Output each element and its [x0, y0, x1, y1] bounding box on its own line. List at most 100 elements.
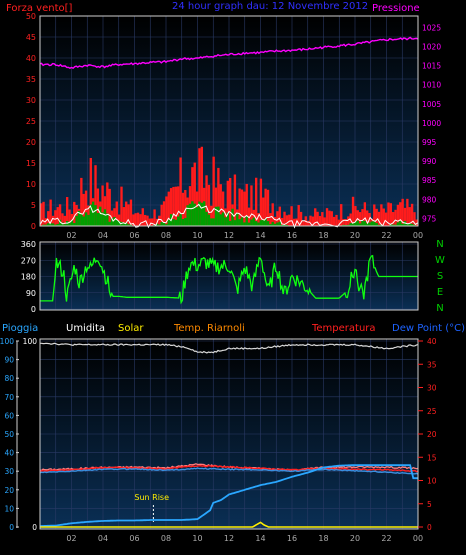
- wind-gust-bar: [351, 196, 355, 226]
- wind-average-bar: [177, 216, 180, 226]
- time-tick-label: 04: [98, 231, 108, 240]
- wind-average-bar: [165, 224, 168, 226]
- wind-gust-bar: [335, 214, 338, 226]
- wind-average-bar: [262, 219, 265, 226]
- wind-average-bar: [217, 206, 220, 226]
- wind-average-bar: [184, 217, 187, 226]
- wind-tick-label: 50: [26, 12, 36, 21]
- time-tick-label: 20: [350, 231, 360, 240]
- wind-gust-bar: [165, 196, 168, 226]
- wind-gust-bar: [380, 204, 383, 226]
- wind-average-bar: [191, 201, 194, 226]
- wind-gust-bar: [399, 202, 402, 226]
- wind-average-bar: [368, 222, 371, 226]
- wind-average-bar: [276, 222, 279, 226]
- wind-series: [39, 36, 419, 229]
- wind-gust-bar: [366, 210, 369, 226]
- temperature-tick-label: 20: [427, 430, 437, 439]
- wind-gust-bar: [108, 188, 111, 226]
- pressure-tick-label: 1010: [422, 81, 441, 90]
- wind-gust-bar: [207, 184, 211, 226]
- bottom-legend: Pioggia Umidita Solar Temp. Riarnoli Tem…: [2, 323, 465, 334]
- humidity-tick-label: 0: [32, 523, 37, 532]
- wind-average-bar: [399, 221, 402, 226]
- direction-series: [40, 254, 418, 305]
- pressure-tick-label: 980: [422, 195, 437, 204]
- wind-average-bar: [56, 223, 59, 226]
- time-tick-label: 22: [381, 231, 391, 240]
- wind-gust-bar: [212, 156, 215, 226]
- solar-line: [40, 521, 418, 528]
- wind-average-bar: [101, 212, 104, 226]
- wind-average-bar: [125, 222, 128, 226]
- wind-average-bar: [264, 218, 267, 226]
- wind-gust-bar: [132, 214, 135, 226]
- wind-gust-bar: [224, 208, 227, 226]
- wind-average-bar: [61, 222, 64, 226]
- wind-gust-bar: [80, 177, 83, 226]
- wind-gust-bar: [344, 219, 348, 226]
- wind-gust-bar: [283, 211, 286, 226]
- wind-average-bar: [266, 221, 270, 226]
- wind-gust-bar: [205, 175, 208, 226]
- wind-gust-bar: [172, 186, 175, 226]
- wind-gust-bar: [167, 191, 170, 226]
- time-tick-label: 08: [161, 534, 171, 543]
- wind-average-bar: [247, 222, 251, 226]
- wind-gust-bar: [387, 202, 390, 226]
- wind-average-bar: [106, 213, 109, 226]
- wind-gust-bar: [316, 211, 319, 226]
- wind-gust-bar: [290, 206, 293, 226]
- time-tick-label: 22: [381, 534, 391, 543]
- wind-average-bar: [377, 224, 381, 226]
- wind-gust-bar: [309, 215, 312, 226]
- humidity-line: [40, 342, 419, 354]
- wind-average-bar: [47, 223, 50, 226]
- wind-average-bar: [73, 223, 76, 226]
- wind-gust-bar: [375, 208, 378, 226]
- wind-gust-bar: [54, 210, 57, 226]
- wind-gust-bar: [321, 212, 324, 226]
- pressure-tick-label: 1000: [422, 119, 441, 128]
- wind-gust-bar: [226, 180, 229, 226]
- wind-gust-bar: [49, 199, 52, 226]
- wind-gust-bar: [134, 213, 137, 226]
- wind-average-bar: [363, 221, 367, 226]
- wind-gust-bar: [94, 165, 97, 226]
- wind-average-bar: [271, 221, 274, 226]
- wind-average-bar: [347, 224, 350, 226]
- wind-average-bar: [392, 224, 395, 226]
- rain-tick-label: 30: [4, 467, 14, 476]
- wind-gust-bar: [51, 215, 55, 226]
- wind-average-line: [39, 203, 419, 229]
- wind-gust-bar: [271, 203, 274, 226]
- wind-average-bar: [245, 216, 248, 226]
- wind-average-bar: [375, 223, 378, 226]
- wind-average-bar: [89, 204, 92, 226]
- wind-gust-bar: [153, 209, 156, 226]
- wind-gust-bar: [179, 157, 182, 226]
- weather-panel: 0 10 20 30 40 50 60 70 80 90 100 0 100 0 5 10 15 20 25 30…: [0, 337, 437, 543]
- wind-gust-bar: [200, 146, 204, 226]
- wind-gust-bar: [245, 183, 248, 226]
- wind-gust-bar: [61, 213, 64, 226]
- wind-average-bar: [252, 217, 255, 226]
- wind-average-bar: [389, 224, 393, 226]
- wind-gust-bar: [347, 216, 350, 226]
- humidity-axis: 0 100: [23, 337, 38, 532]
- wind-gust-bar: [382, 208, 385, 226]
- wind-average-bar: [233, 220, 237, 226]
- wind-average-bar: [115, 219, 118, 226]
- temperature-tick-label: 30: [427, 384, 437, 393]
- wind-average-bar: [172, 219, 175, 226]
- wind-average-bar: [44, 224, 48, 226]
- wind-tick-label: 45: [26, 33, 36, 42]
- wind-average-bar: [406, 223, 409, 226]
- compass-letter: N: [436, 303, 443, 314]
- wind-gust-bar: [191, 167, 194, 226]
- wind-gust-bar: [233, 174, 237, 226]
- time-tick-label: 10: [192, 231, 202, 240]
- wind-tick-label: 5: [31, 201, 36, 210]
- wind-average-bar: [75, 215, 78, 226]
- wind-gust-bar: [198, 148, 201, 226]
